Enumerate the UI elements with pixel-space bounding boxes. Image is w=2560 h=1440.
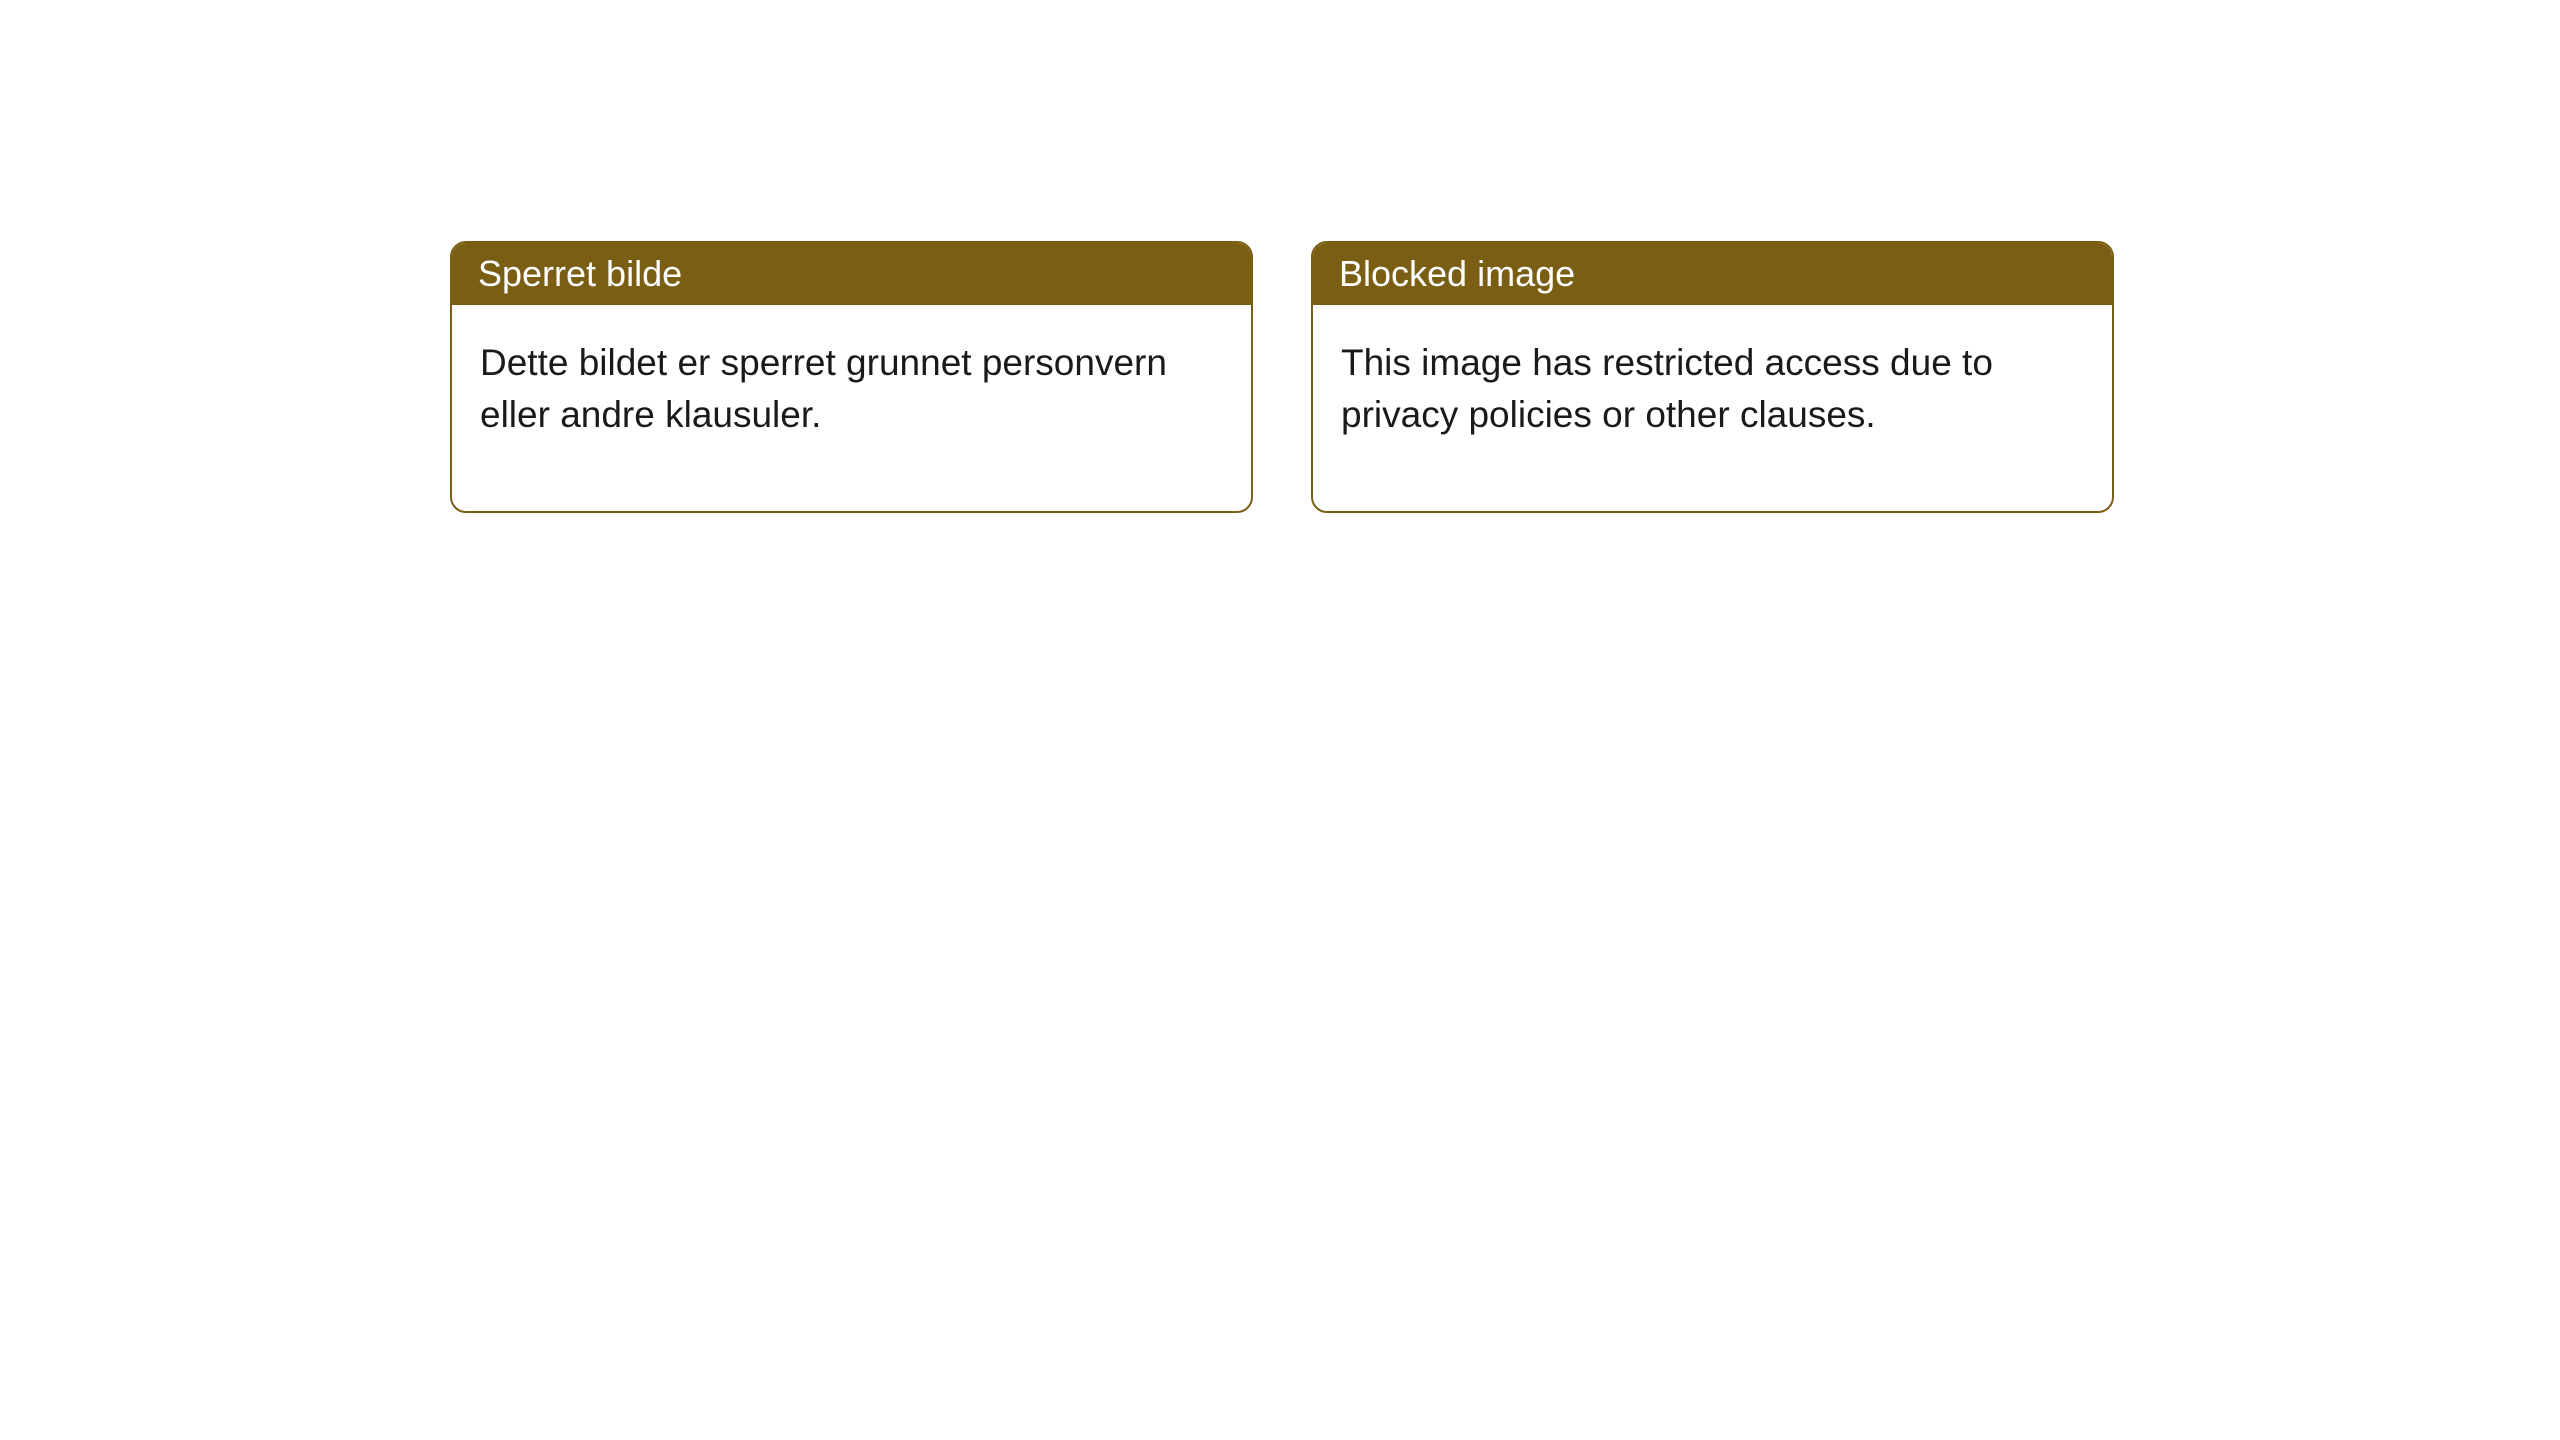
notice-body: This image has restricted access due to …: [1313, 305, 2112, 511]
notice-body-text: This image has restricted access due to …: [1341, 342, 1993, 435]
notice-header: Blocked image: [1313, 243, 2112, 305]
notice-title: Sperret bilde: [478, 253, 682, 294]
notice-container: Sperret bilde Dette bildet er sperret gr…: [450, 241, 2560, 513]
notice-card-english: Blocked image This image has restricted …: [1311, 241, 2114, 513]
notice-title: Blocked image: [1339, 253, 1575, 294]
notice-body-text: Dette bildet er sperret grunnet personve…: [480, 342, 1167, 435]
notice-header: Sperret bilde: [452, 243, 1251, 305]
notice-card-norwegian: Sperret bilde Dette bildet er sperret gr…: [450, 241, 1253, 513]
notice-body: Dette bildet er sperret grunnet personve…: [452, 305, 1251, 511]
